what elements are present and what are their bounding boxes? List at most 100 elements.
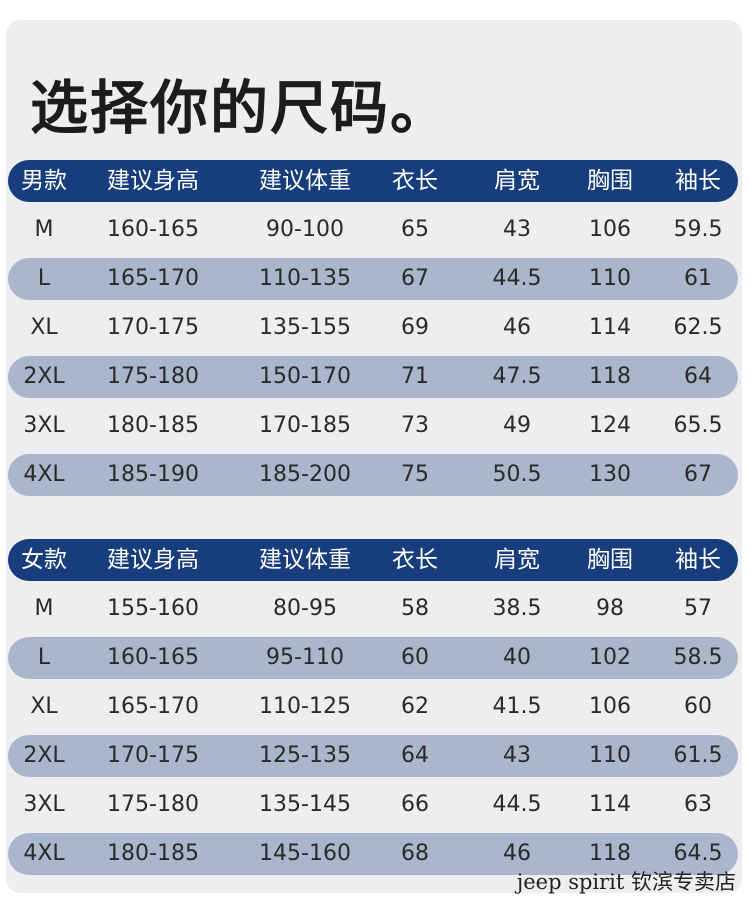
table-cell: 58	[401, 596, 429, 621]
header-cell: 建议体重	[259, 547, 351, 573]
table-cell: 64.5	[673, 841, 723, 866]
table-cell: 118	[589, 364, 631, 389]
table-cell: 61	[684, 266, 712, 291]
table-cell: 80-95	[273, 596, 337, 621]
table-cell: 71	[401, 364, 429, 389]
women-table-header: 女款 建议身高 建议体重 衣长 肩宽 胸围 袖长	[8, 539, 738, 581]
table-cell: 145-160	[259, 841, 351, 866]
table-row: 4XL 180-185 145-160 68 46 118 64.5	[8, 833, 738, 875]
table-cell: 67	[684, 462, 712, 487]
table-row: 4XL 185-190 185-200 75 50.5 130 67	[8, 454, 738, 496]
table-cell: XL	[30, 315, 58, 340]
table-cell: 75	[401, 462, 429, 487]
table-cell: 41.5	[492, 694, 542, 719]
header-cell: 衣长	[392, 547, 438, 573]
header-cell: 肩宽	[494, 547, 540, 573]
table-cell: 185-190	[107, 462, 199, 487]
header-cell: 男款	[21, 168, 67, 194]
table-row: 3XL 175-180 135-145 66 44.5 114 63	[8, 784, 738, 826]
table-cell: 90-100	[266, 217, 344, 242]
table-cell: 63	[684, 792, 712, 817]
table-cell: 160-165	[107, 645, 199, 670]
table-cell: XL	[30, 694, 58, 719]
women-size-table: 女款 建议身高 建议体重 衣长 肩宽 胸围 袖长 M 155-160 80-95 58 38.5 98 5…	[8, 539, 738, 882]
table-cell: 150-170	[259, 364, 351, 389]
table-cell: 60	[684, 694, 712, 719]
table-cell: 62.5	[673, 315, 723, 340]
table-cell: 4XL	[23, 462, 65, 487]
table-row: M 155-160 80-95 58 38.5 98 57	[8, 588, 738, 630]
table-row: XL 170-175 135-155 69 46 114 62.5	[8, 307, 738, 349]
table-cell: 49	[503, 413, 531, 438]
table-cell: 160-165	[107, 217, 199, 242]
store-watermark: jeep spirit 钦滨专卖店	[516, 870, 736, 894]
table-row: XL 165-170 110-125 62 41.5 106 60	[8, 686, 738, 728]
table-cell: 114	[589, 792, 631, 817]
table-cell: 180-185	[107, 841, 199, 866]
table-cell: 44.5	[492, 792, 542, 817]
table-row: 2XL 175-180 150-170 71 47.5 118 64	[8, 356, 738, 398]
table-cell: 2XL	[23, 364, 65, 389]
table-cell: 69	[401, 315, 429, 340]
table-cell: 57	[684, 596, 712, 621]
table-cell: 64	[684, 364, 712, 389]
table-cell: 58.5	[673, 645, 723, 670]
table-cell: 155-160	[107, 596, 199, 621]
table-cell: 66	[401, 792, 429, 817]
table-cell: M	[34, 217, 54, 242]
table-cell: 175-180	[107, 364, 199, 389]
header-cell: 肩宽	[494, 168, 540, 194]
table-cell: 124	[589, 413, 631, 438]
table-cell: 68	[401, 841, 429, 866]
header-cell: 建议身高	[107, 547, 199, 573]
header-cell: 建议身高	[107, 168, 199, 194]
table-cell: 170-185	[259, 413, 351, 438]
table-cell: 73	[401, 413, 429, 438]
table-cell: L	[37, 266, 51, 291]
table-cell: 43	[503, 217, 531, 242]
table-cell: 50.5	[492, 462, 542, 487]
table-cell: 40	[503, 645, 531, 670]
table-cell: 130	[589, 462, 631, 487]
table-cell: 47.5	[492, 364, 542, 389]
table-cell: 43	[503, 743, 531, 768]
table-cell: L	[37, 645, 51, 670]
table-cell: 4XL	[23, 841, 65, 866]
table-cell: 106	[589, 694, 631, 719]
table-cell: 170-175	[107, 743, 199, 768]
header-cell: 袖长	[675, 547, 721, 573]
table-row: 2XL 170-175 125-135 64 43 110 61.5	[8, 735, 738, 777]
table-cell: 60	[401, 645, 429, 670]
table-cell: 65	[401, 217, 429, 242]
header-cell: 建议体重	[259, 168, 351, 194]
header-cell: 胸围	[587, 547, 633, 573]
table-cell: 102	[589, 645, 631, 670]
table-cell: 135-155	[259, 315, 351, 340]
table-cell: 46	[503, 315, 531, 340]
table-cell: 110-135	[259, 266, 351, 291]
header-cell: 女款	[21, 547, 67, 573]
table-row: 3XL 180-185 170-185 73 49 124 65.5	[8, 405, 738, 447]
table-cell: 65.5	[673, 413, 723, 438]
table-cell: 110-125	[259, 694, 351, 719]
table-cell: 110	[589, 266, 631, 291]
table-cell: 2XL	[23, 743, 65, 768]
header-cell: 衣长	[392, 168, 438, 194]
table-row: M 160-165 90-100 65 43 106 59.5	[8, 209, 738, 251]
page-title: 选择你的尺码。	[30, 74, 451, 142]
table-cell: 185-200	[259, 462, 351, 487]
table-cell: 135-145	[259, 792, 351, 817]
table-cell: 3XL	[23, 413, 65, 438]
table-cell: 59.5	[673, 217, 723, 242]
table-cell: 61.5	[673, 743, 723, 768]
table-cell: 3XL	[23, 792, 65, 817]
table-row: L 165-170 110-135 67 44.5 110 61	[8, 258, 738, 300]
table-cell: 106	[589, 217, 631, 242]
table-cell: 114	[589, 315, 631, 340]
table-cell: 165-170	[107, 266, 199, 291]
table-cell: 44.5	[492, 266, 542, 291]
men-size-table: 男款 建议身高 建议体重 衣长 肩宽 胸围 袖长 M 160-165 90-100 65 43 106 5…	[8, 160, 738, 503]
table-cell: 62	[401, 694, 429, 719]
table-cell: 95-110	[266, 645, 344, 670]
table-cell: 180-185	[107, 413, 199, 438]
